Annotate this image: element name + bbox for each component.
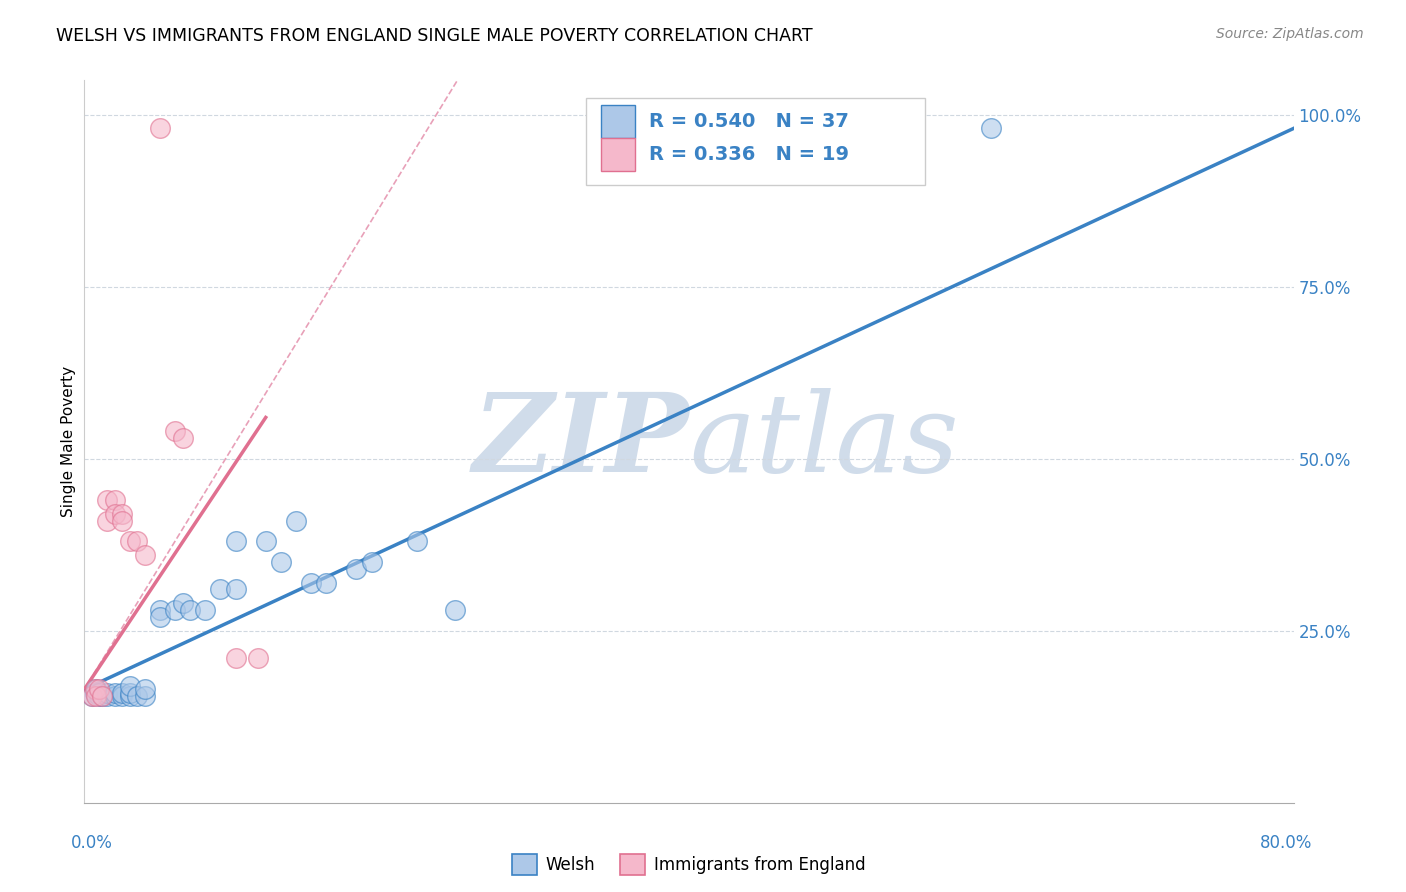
Point (225, 582, 247, 597)
Point (172, 431, 194, 445)
Text: R = 0.540   N = 37: R = 0.540 N = 37 (650, 112, 849, 131)
Point (86, 689, 108, 703)
Point (104, 507, 127, 521)
Point (127, 534, 149, 549)
Text: atlas: atlas (689, 388, 959, 495)
Point (118, 534, 141, 549)
Point (111, 514, 134, 528)
Text: R = 0.336   N = 19: R = 0.336 N = 19 (650, 145, 849, 164)
FancyBboxPatch shape (600, 138, 634, 171)
Text: WELSH VS IMMIGRANTS FROM ENGLAND SINGLE MALE POVERTY CORRELATION CHART: WELSH VS IMMIGRANTS FROM ENGLAND SINGLE … (56, 27, 813, 45)
Legend: Welsh, Immigrants from England: Welsh, Immigrants from England (506, 847, 872, 881)
Point (165, 603, 187, 617)
Point (118, 679, 141, 693)
Point (91, 689, 114, 703)
Point (89, 689, 111, 703)
Point (134, 689, 156, 703)
Point (165, 424, 187, 438)
Point (360, 555, 382, 569)
Point (194, 603, 217, 617)
Point (89, 686, 111, 700)
Point (91, 689, 114, 703)
FancyBboxPatch shape (586, 98, 925, 185)
Point (209, 582, 232, 597)
Point (443, 603, 465, 617)
Point (80, 689, 103, 703)
Point (406, 534, 429, 549)
Point (225, 534, 247, 549)
Point (104, 686, 127, 700)
Point (84, 686, 107, 700)
Point (96, 686, 118, 700)
Point (86, 682, 108, 697)
Point (104, 689, 127, 703)
Point (111, 689, 134, 703)
Point (80, 689, 103, 703)
Point (89, 682, 111, 697)
Point (96, 493, 118, 508)
Point (980, 121, 1002, 136)
FancyBboxPatch shape (600, 105, 634, 137)
Text: Source: ZipAtlas.com: Source: ZipAtlas.com (1216, 27, 1364, 41)
Y-axis label: Single Male Poverty: Single Male Poverty (60, 366, 76, 517)
Point (134, 682, 156, 697)
Point (96, 689, 118, 703)
Point (172, 596, 194, 610)
Point (118, 689, 141, 703)
Point (254, 534, 277, 549)
Text: 80.0%: 80.0% (1260, 834, 1313, 852)
Point (225, 651, 247, 665)
Point (134, 548, 156, 562)
Point (111, 507, 134, 521)
Point (247, 651, 270, 665)
Point (127, 689, 149, 703)
Point (315, 575, 337, 590)
Point (104, 493, 127, 508)
Point (285, 514, 308, 528)
Text: 0.0%: 0.0% (70, 834, 112, 852)
Point (299, 575, 322, 590)
Point (96, 514, 118, 528)
Point (179, 603, 201, 617)
Point (149, 121, 172, 136)
Point (149, 603, 172, 617)
Point (118, 686, 141, 700)
Text: ZIP: ZIP (472, 388, 689, 495)
Point (111, 686, 134, 700)
Point (84, 682, 107, 697)
Point (149, 610, 172, 624)
Point (270, 555, 292, 569)
Point (346, 562, 368, 576)
